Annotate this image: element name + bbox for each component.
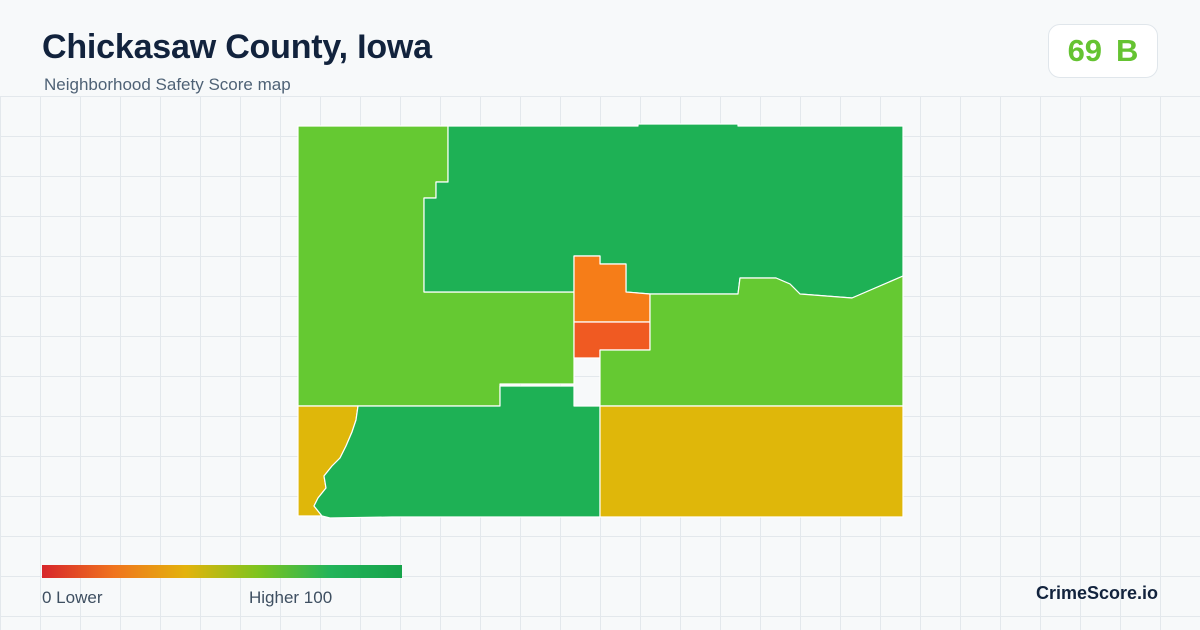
safety-score-value: 69 <box>1067 33 1103 68</box>
brand-logo-text: CrimeScore.io <box>1035 583 1158 603</box>
legend-min-label: 0 Lower <box>42 588 103 607</box>
region-east-central[interactable] <box>599 275 904 407</box>
safety-grade: B <box>1116 33 1139 68</box>
legend-gradient-bar <box>42 565 402 578</box>
region-southeast[interactable] <box>599 405 904 518</box>
page-subtitle: Neighborhood Safety Score map <box>44 75 291 94</box>
region-southwest[interactable] <box>313 385 601 519</box>
page-title: Chickasaw County, Iowa <box>42 28 432 66</box>
safety-score-badge: 69 B <box>1048 24 1158 78</box>
region-north[interactable] <box>423 123 904 299</box>
legend-max-label: Higher 100 <box>249 588 333 607</box>
